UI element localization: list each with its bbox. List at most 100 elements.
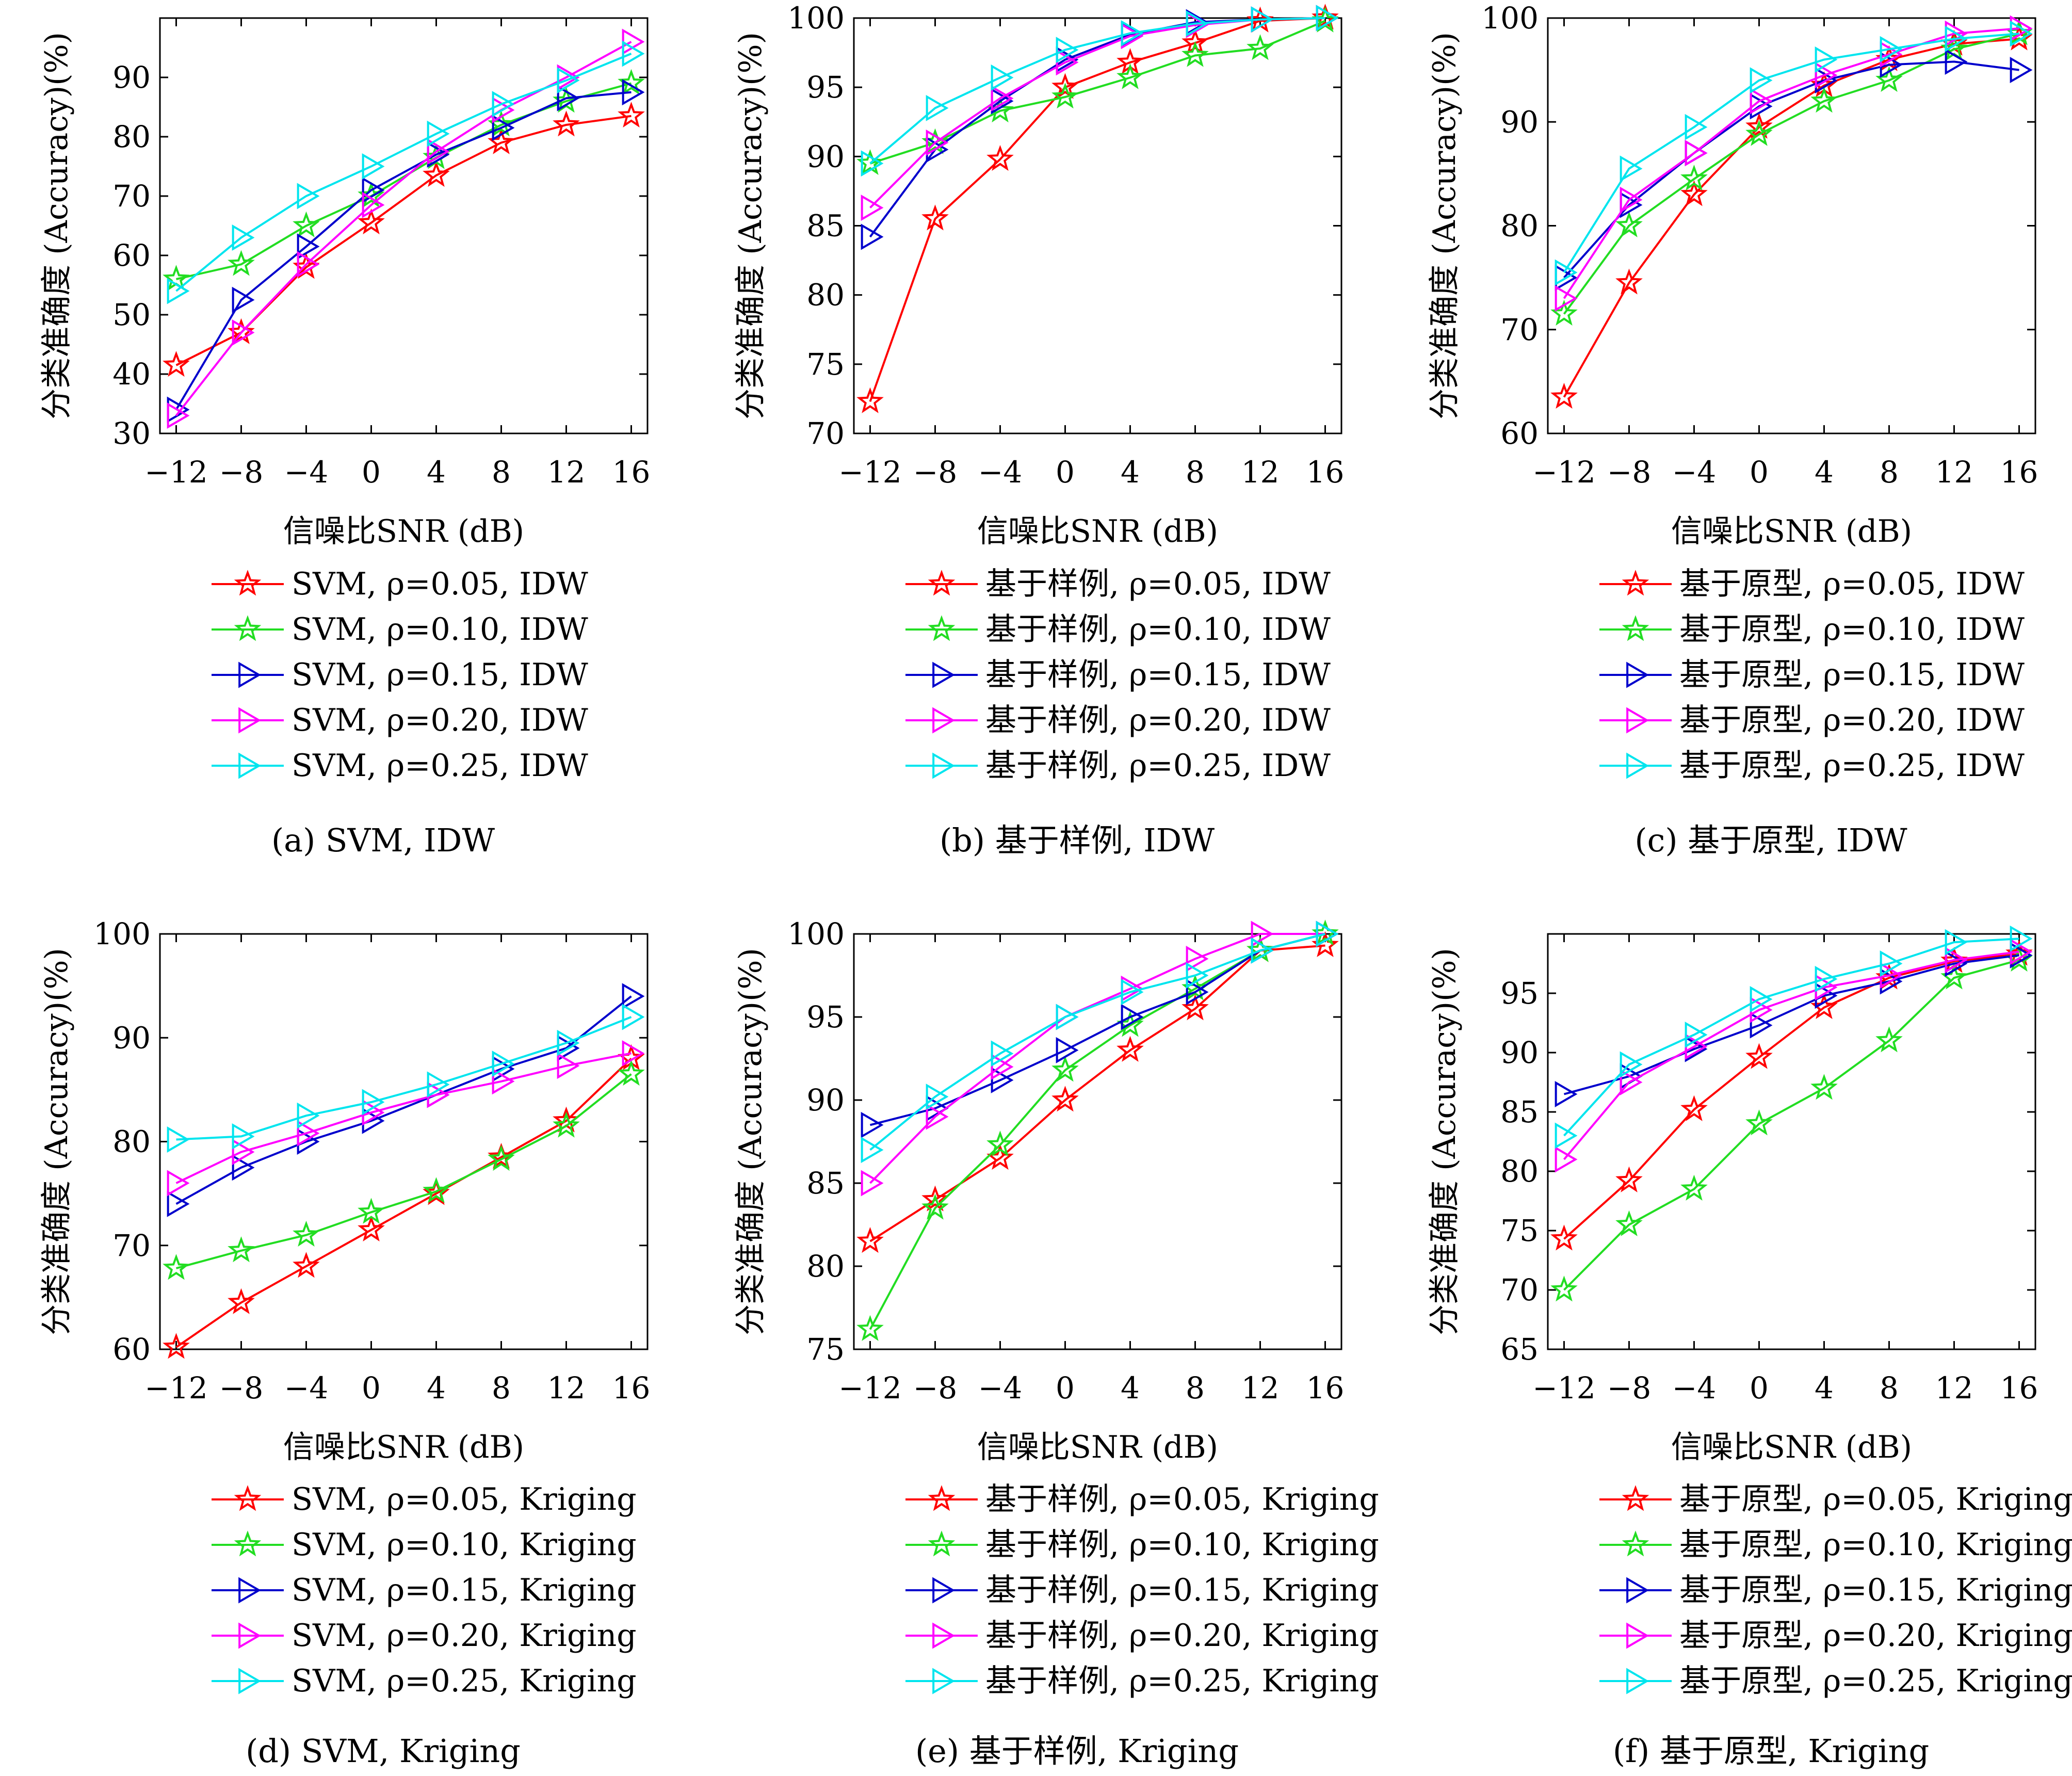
data-point bbox=[1051, 1056, 1079, 1082]
subfigure-caption: (f) 基于原型, Kriging bbox=[1613, 1732, 1929, 1770]
data-point bbox=[1186, 945, 1209, 972]
y-tick-label: 60 bbox=[112, 1332, 151, 1367]
series-line bbox=[175, 53, 632, 292]
chart-panel-2: −12 −8 −4 0 4 8 12 16 60 70 80 90 100 信噪比SNR (dB) 分类准确… bbox=[1427, 1, 2038, 859]
series-line bbox=[175, 91, 632, 411]
series-line bbox=[1563, 938, 2019, 1137]
data-point bbox=[1247, 34, 1274, 60]
y-tick-label: 85 bbox=[806, 1166, 845, 1201]
legend-label: 基于样例, ρ=0.25, Kriging bbox=[985, 1663, 1379, 1699]
legend-marker bbox=[1626, 661, 1649, 688]
series-3 bbox=[1555, 15, 2033, 312]
legend-label: 基于原型, ρ=0.20, Kriging bbox=[1679, 1618, 2072, 1654]
data-point bbox=[232, 286, 255, 313]
x-tick-label: −4 bbox=[284, 455, 329, 490]
legend-label: 基于样例, ρ=0.15, Kriging bbox=[985, 1572, 1379, 1608]
data-point bbox=[232, 1139, 255, 1166]
legend: SVM, ρ=0.05, IDW SVM, ρ=0.10, IDW SVM, ρ=0… bbox=[212, 566, 588, 784]
data-point bbox=[1620, 1069, 1643, 1095]
data-point bbox=[921, 1193, 949, 1220]
legend-marker bbox=[238, 661, 261, 688]
data-point bbox=[1945, 25, 1968, 52]
series-line bbox=[869, 17, 1325, 402]
data-point bbox=[1615, 1166, 1643, 1192]
series-line bbox=[175, 41, 632, 416]
chart-panel-4: −12 −8 −4 0 4 8 12 16 75 80 85 90 95 100 信噪比SNR (dB) 分类… bbox=[733, 916, 1379, 1770]
data-point bbox=[297, 251, 320, 278]
y-axis-label: 分类准确度 (Accuracy)(%) bbox=[733, 32, 769, 419]
legend: 基于样例, ρ=0.05, Kriging 基于样例, ρ=0.10, Krigi… bbox=[905, 1481, 1379, 1699]
legend-marker bbox=[932, 1577, 955, 1604]
y-tick-label: 65 bbox=[1500, 1332, 1539, 1367]
data-point bbox=[553, 110, 580, 137]
data-point bbox=[1121, 979, 1144, 1006]
plot-frame bbox=[159, 17, 649, 434]
legend: SVM, ρ=0.05, Kriging SVM, ρ=0.10, Kriging… bbox=[212, 1481, 637, 1699]
data-point bbox=[1680, 180, 1708, 206]
data-point bbox=[1880, 950, 1903, 977]
series-0 bbox=[1550, 24, 2033, 409]
legend-marker bbox=[932, 752, 955, 779]
data-point bbox=[1745, 1109, 1773, 1136]
data-point bbox=[926, 94, 949, 121]
x-tick-label: 0 bbox=[1750, 455, 1769, 490]
legend-label: 基于样例, ρ=0.15, IDW bbox=[985, 657, 1331, 693]
data-point bbox=[1745, 112, 1773, 139]
data-point bbox=[1945, 49, 1968, 75]
data-point bbox=[1186, 979, 1209, 1006]
data-point bbox=[622, 1040, 645, 1067]
legend-label: SVM, ρ=0.10, IDW bbox=[292, 611, 588, 648]
series-3 bbox=[167, 1040, 645, 1197]
series-line bbox=[1563, 950, 2019, 1160]
data-point bbox=[1750, 986, 1773, 1012]
x-tick-label: 8 bbox=[1880, 1370, 1899, 1406]
x-tick-label: 0 bbox=[1750, 1370, 1769, 1406]
data-point bbox=[362, 177, 385, 203]
x-axis-label: 信噪比SNR (dB) bbox=[1671, 1429, 1912, 1465]
data-point bbox=[1051, 1086, 1079, 1112]
y-tick-label: 100 bbox=[787, 1, 845, 36]
data-point bbox=[1615, 268, 1643, 295]
x-tick-label: 4 bbox=[427, 1370, 446, 1406]
data-point bbox=[1685, 140, 1708, 167]
y-tick-label: 80 bbox=[1500, 1154, 1539, 1189]
data-point bbox=[167, 278, 190, 304]
x-tick-label: 12 bbox=[1241, 455, 1280, 490]
y-tick-label: 50 bbox=[112, 297, 151, 332]
y-tick-label: 80 bbox=[112, 119, 151, 154]
x-tick-label: 8 bbox=[1186, 1370, 1205, 1406]
series-1 bbox=[856, 919, 1339, 1341]
x-tick-label: −8 bbox=[219, 1370, 264, 1406]
data-point bbox=[1251, 921, 1274, 947]
legend-marker bbox=[1622, 1530, 1649, 1557]
data-point bbox=[1745, 1043, 1773, 1069]
data-point bbox=[622, 79, 645, 106]
data-point bbox=[622, 40, 645, 67]
data-point bbox=[1555, 285, 1578, 312]
data-point bbox=[553, 1111, 580, 1138]
data-point bbox=[1875, 1026, 1903, 1053]
data-point bbox=[1051, 83, 1079, 109]
x-tick-label: 8 bbox=[492, 1370, 511, 1406]
legend-marker bbox=[932, 661, 955, 688]
series-line bbox=[869, 17, 1325, 238]
series-line bbox=[869, 17, 1325, 165]
legend-marker bbox=[238, 1668, 261, 1694]
series-3 bbox=[861, 921, 1339, 1197]
x-axis-label: 信噪比SNR (dB) bbox=[283, 513, 524, 550]
data-point bbox=[1121, 1004, 1144, 1030]
y-tick-label: 60 bbox=[1500, 416, 1539, 451]
subfigure-caption: (b) 基于样例, IDW bbox=[940, 821, 1215, 859]
data-point bbox=[1880, 36, 1903, 62]
data-point bbox=[1810, 1074, 1838, 1100]
series-line bbox=[1563, 27, 2019, 299]
series-line bbox=[176, 1016, 632, 1141]
x-tick-label: −4 bbox=[1672, 1370, 1717, 1406]
legend-label: 基于原型, ρ=0.15, IDW bbox=[1679, 657, 2025, 693]
legend-marker bbox=[932, 1622, 955, 1649]
legend-label: 基于原型, ρ=0.25, Kriging bbox=[1679, 1663, 2072, 1699]
data-point bbox=[2010, 939, 2033, 965]
data-point bbox=[163, 1254, 190, 1280]
data-point bbox=[1186, 962, 1209, 989]
data-point bbox=[167, 1126, 190, 1153]
